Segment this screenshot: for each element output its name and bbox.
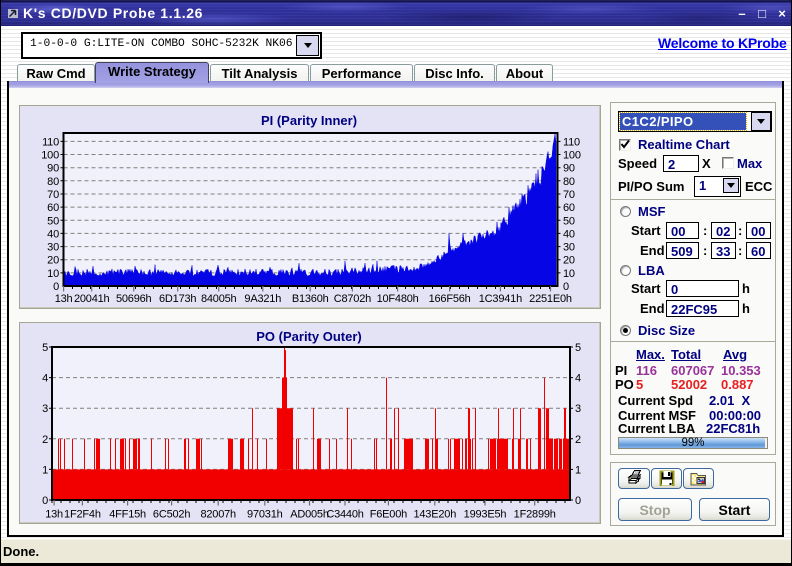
svg-text:110: 110 bbox=[42, 136, 59, 148]
svg-text:40: 40 bbox=[47, 228, 59, 240]
svg-text:1: 1 bbox=[575, 464, 581, 476]
svg-text:10: 10 bbox=[563, 268, 575, 280]
svg-text:2251E0h: 2251E0h bbox=[529, 293, 572, 305]
svg-text:13h: 13h bbox=[45, 509, 63, 521]
svg-text:1993E5h: 1993E5h bbox=[464, 509, 507, 521]
svg-text:50: 50 bbox=[563, 215, 575, 227]
svg-text:40: 40 bbox=[563, 228, 575, 240]
svg-text:0: 0 bbox=[42, 495, 48, 507]
svg-text:30: 30 bbox=[47, 242, 59, 254]
svg-text:1: 1 bbox=[42, 464, 48, 476]
svg-text:C8702h: C8702h bbox=[334, 293, 371, 305]
svg-text:10: 10 bbox=[47, 268, 59, 280]
svg-text:50696h: 50696h bbox=[116, 293, 152, 305]
svg-text:20041h: 20041h bbox=[74, 293, 110, 305]
svg-text:110: 110 bbox=[563, 136, 580, 148]
svg-text:2: 2 bbox=[575, 434, 581, 446]
svg-text:0: 0 bbox=[53, 281, 59, 293]
svg-text:84005h: 84005h bbox=[201, 293, 237, 305]
svg-text:100: 100 bbox=[41, 150, 59, 162]
svg-text:100: 100 bbox=[563, 150, 581, 162]
svg-text:70: 70 bbox=[47, 189, 59, 201]
svg-text:20: 20 bbox=[47, 255, 59, 267]
svg-text:1F2899h: 1F2899h bbox=[514, 509, 556, 521]
svg-text:4FF15h: 4FF15h bbox=[109, 509, 146, 521]
svg-text:0: 0 bbox=[575, 495, 581, 507]
svg-text:5: 5 bbox=[42, 342, 48, 354]
svg-text:70: 70 bbox=[563, 189, 575, 201]
svg-text:AD005h: AD005h bbox=[290, 509, 329, 521]
svg-text:5: 5 bbox=[575, 342, 581, 354]
svg-text:9A321h: 9A321h bbox=[244, 293, 281, 305]
svg-text:166F56h: 166F56h bbox=[429, 293, 471, 305]
svg-text:82007h: 82007h bbox=[200, 509, 236, 521]
svg-text:97031h: 97031h bbox=[247, 509, 283, 521]
svg-text:90: 90 bbox=[47, 163, 59, 175]
svg-text:3: 3 bbox=[42, 403, 48, 415]
svg-text:0: 0 bbox=[563, 281, 569, 293]
svg-text:10F480h: 10F480h bbox=[377, 293, 419, 305]
svg-text:80: 80 bbox=[563, 176, 575, 188]
svg-text:60: 60 bbox=[563, 202, 575, 214]
svg-text:80: 80 bbox=[47, 176, 59, 188]
svg-text:143E20h: 143E20h bbox=[413, 509, 456, 521]
svg-text:6C502h: 6C502h bbox=[153, 509, 190, 521]
svg-text:1F2F4h: 1F2F4h bbox=[64, 509, 101, 521]
svg-text:20: 20 bbox=[563, 255, 575, 267]
svg-text:C3440h: C3440h bbox=[326, 509, 363, 521]
svg-text:3: 3 bbox=[575, 403, 581, 415]
svg-text:1C3941h: 1C3941h bbox=[479, 293, 522, 305]
svg-text:90: 90 bbox=[563, 163, 575, 175]
svg-text:50: 50 bbox=[47, 215, 59, 227]
svg-text:60: 60 bbox=[47, 202, 59, 214]
svg-text:2: 2 bbox=[42, 434, 48, 446]
svg-text:4: 4 bbox=[575, 373, 581, 385]
svg-text:B1360h: B1360h bbox=[292, 293, 329, 305]
svg-text:4: 4 bbox=[42, 373, 48, 385]
svg-text:6D173h: 6D173h bbox=[159, 293, 196, 305]
svg-text:F6E00h: F6E00h bbox=[370, 509, 407, 521]
svg-text:30: 30 bbox=[563, 242, 575, 254]
svg-text:13h: 13h bbox=[55, 293, 73, 305]
